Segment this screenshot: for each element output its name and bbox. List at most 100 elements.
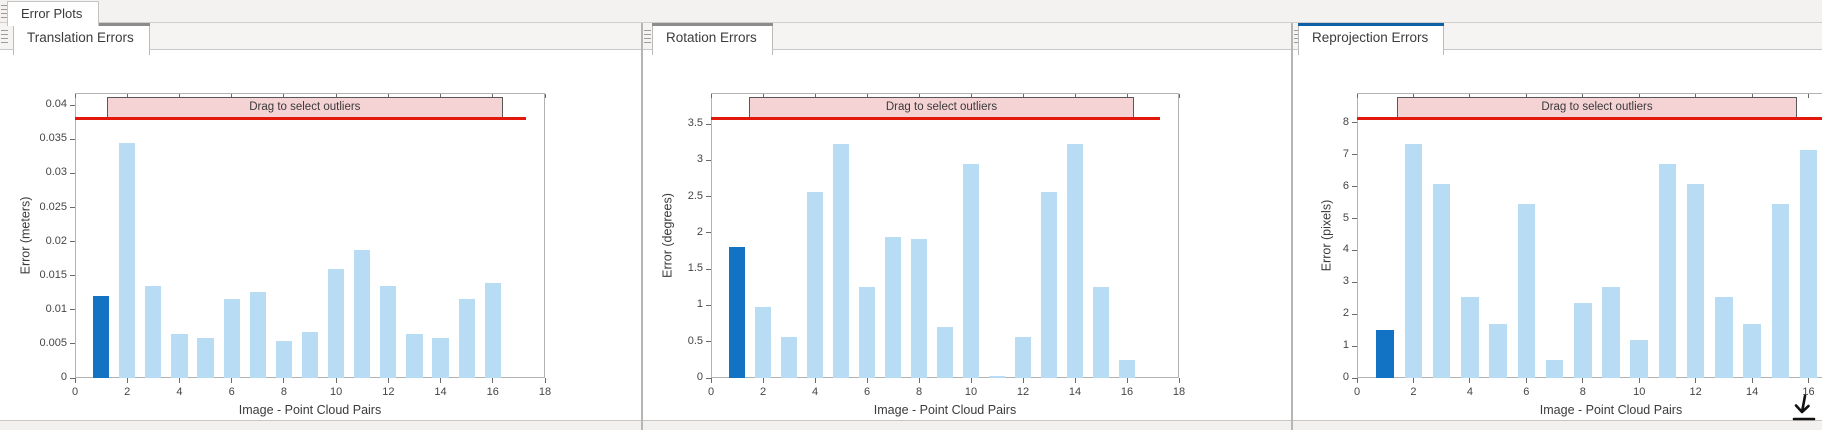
bar-pair-12[interactable] <box>1014 336 1032 378</box>
bar-pair-11[interactable] <box>988 375 1006 378</box>
x-tick-label: 0 <box>707 386 715 398</box>
export-figure-icon[interactable] <box>1784 392 1818 430</box>
x-tick-label: 16 <box>1120 386 1134 398</box>
bar-pair-2[interactable] <box>1404 143 1423 378</box>
bar-pair-6[interactable] <box>223 298 240 378</box>
bar-pair-6[interactable] <box>858 287 876 378</box>
bar-pair-8[interactable] <box>1574 303 1592 378</box>
y-tick-mark <box>1352 249 1357 251</box>
y-tick-mark <box>1352 345 1357 347</box>
bar-pair-4[interactable] <box>171 333 188 378</box>
panel-translation-errors: Translation Errors 0 0.005 0.01 0.015 0.02 0.… <box>0 22 641 430</box>
bar-pair-15[interactable] <box>1092 287 1110 378</box>
bar-pair-6[interactable] <box>1517 204 1536 378</box>
panel-reprojection-errors: Reprojection Errors 0 1 2 3 4 5 6 7 8 0 2 4 6 8 10 12 14… <box>1293 22 1822 430</box>
bar-pair-3[interactable] <box>780 336 798 378</box>
drag-handle-icon[interactable] <box>1 30 8 43</box>
bar-pair-1[interactable] <box>1376 330 1394 378</box>
y-axis-label: Error (degrees) <box>660 192 675 278</box>
x-tick-label: 16 <box>486 386 499 398</box>
x-tick-mark-top <box>1356 94 1358 98</box>
y-tick-label: 0.035 <box>39 132 67 145</box>
y-tick-label: 8 <box>1342 115 1349 128</box>
bar-pair-7[interactable] <box>1545 360 1564 378</box>
threshold-line[interactable] <box>1357 117 1822 120</box>
x-tick-mark-top <box>1525 94 1527 98</box>
threshold-line[interactable] <box>711 117 1161 120</box>
y-tick-mark <box>706 123 711 125</box>
bar-pair-11[interactable] <box>1658 164 1677 378</box>
bar-pair-12[interactable] <box>380 285 397 378</box>
drag-handle-icon[interactable] <box>1294 30 1301 43</box>
y-tick-mark <box>70 138 75 140</box>
y-tick-mark <box>706 341 711 343</box>
bar-pair-1[interactable] <box>93 296 110 378</box>
bar-pair-13[interactable] <box>406 333 423 378</box>
bar-pair-9[interactable] <box>301 332 319 378</box>
bar-pair-15[interactable] <box>458 298 475 378</box>
tab-rotation-errors[interactable]: Rotation Errors <box>652 23 773 55</box>
bar-pair-16[interactable] <box>1799 150 1818 378</box>
bar-pair-10[interactable] <box>1630 339 1648 378</box>
panel-divider[interactable] <box>1291 22 1293 430</box>
bar-pair-10[interactable] <box>328 268 345 378</box>
x-tick-mark-top <box>335 94 337 98</box>
bar-pair-12[interactable] <box>1686 183 1705 378</box>
y-tick-mark <box>70 377 75 379</box>
bar-pair-7[interactable] <box>884 236 902 378</box>
bar-pair-4[interactable] <box>1461 296 1479 378</box>
bar-pair-3[interactable] <box>1432 183 1451 378</box>
y-tick-label: 0 <box>60 371 67 383</box>
y-tick-label: 0.025 <box>39 200 67 213</box>
bar-pair-15[interactable] <box>1771 204 1790 378</box>
panel-divider[interactable] <box>641 22 643 430</box>
outlier-drag-band[interactable]: Drag to select outliers <box>106 97 503 118</box>
x-tick-mark-top <box>814 94 816 98</box>
bar-pair-9[interactable] <box>1602 287 1620 378</box>
y-tick-mark <box>1352 154 1357 156</box>
bar-pair-7[interactable] <box>249 292 266 378</box>
outlier-drag-band[interactable]: Drag to select outliers <box>1397 97 1797 118</box>
bar-pair-1[interactable] <box>728 247 746 378</box>
bar-pair-13[interactable] <box>1040 191 1058 378</box>
bar-pair-8[interactable] <box>910 238 928 378</box>
bar-pair-16[interactable] <box>484 282 501 378</box>
bar-pair-9[interactable] <box>936 327 954 378</box>
x-tick-mark-top <box>492 94 494 98</box>
bar-pair-2[interactable] <box>119 142 136 378</box>
bar-pair-5[interactable] <box>1489 323 1507 378</box>
threshold-line[interactable] <box>75 117 527 120</box>
bar-pair-16[interactable] <box>1118 359 1136 378</box>
bar-pair-14[interactable] <box>1743 323 1761 378</box>
x-tick-mark <box>544 378 546 383</box>
x-tick-mark <box>866 378 868 383</box>
bar-pair-8[interactable] <box>275 340 292 378</box>
bar-pair-11[interactable] <box>354 249 371 378</box>
bar-pair-14[interactable] <box>432 338 449 378</box>
x-tick-mark-top <box>866 94 868 98</box>
bar-pair-13[interactable] <box>1715 296 1733 378</box>
bar-pair-10[interactable] <box>962 164 980 378</box>
bar-pair-5[interactable] <box>197 338 214 378</box>
bar-pair-3[interactable] <box>145 285 162 378</box>
tab-error-plots[interactable]: Error Plots <box>7 1 100 26</box>
x-tick-mark <box>126 378 128 383</box>
bar-pair-14[interactable] <box>1066 144 1084 378</box>
bar-pair-5[interactable] <box>832 144 850 378</box>
x-tick-mark <box>492 378 494 383</box>
y-tick-mark <box>706 159 711 161</box>
x-tick-label: 12 <box>382 386 395 398</box>
drag-handle-icon[interactable] <box>1 5 8 18</box>
y-tick-mark <box>70 343 75 345</box>
drag-handle-icon[interactable] <box>644 30 651 43</box>
outlier-drag-band[interactable]: Drag to select outliers <box>748 97 1135 118</box>
panel-rotation-errors: Rotation Errors 0 0.5 1 1.5 2 2.5 3 3.5 0 2 4 6 8 10 1… <box>643 22 1291 430</box>
tab-label: Translation Errors <box>27 30 134 45</box>
y-tick-mark <box>70 207 75 209</box>
x-tick-label: 2 <box>759 386 767 398</box>
tab-reprojection-errors[interactable]: Reprojection Errors <box>1298 23 1445 55</box>
bar-pair-2[interactable] <box>754 306 772 378</box>
tab-translation-errors[interactable]: Translation Errors <box>13 23 150 55</box>
bar-pair-4[interactable] <box>806 191 824 378</box>
y-tick-label: 1 <box>1342 339 1349 352</box>
